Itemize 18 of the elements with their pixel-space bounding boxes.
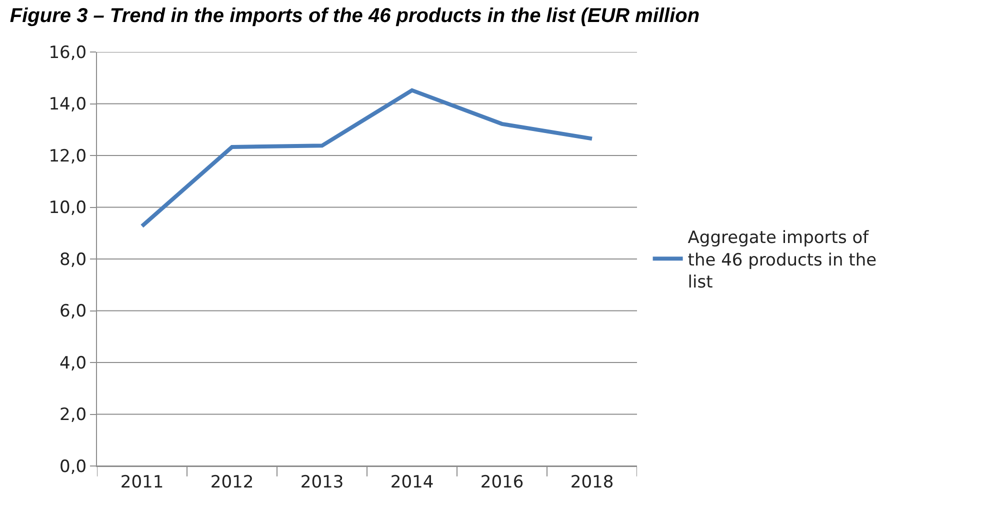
x-tick-label: 2016 bbox=[480, 472, 524, 492]
y-tick-label: 12,0 bbox=[48, 146, 87, 166]
y-tick-label: 2,0 bbox=[60, 405, 87, 426]
y-tick-label: 10,0 bbox=[48, 198, 87, 218]
legend-label: Aggregate imports of the 46 products in the list bbox=[688, 228, 877, 292]
line-series bbox=[140, 88, 594, 228]
y-tick-label: 14,0 bbox=[48, 94, 87, 115]
x-tick-label: 2012 bbox=[210, 472, 254, 492]
y-tick-label: 0,0 bbox=[60, 456, 87, 477]
y-tick-label: 4,0 bbox=[60, 353, 87, 374]
x-tick-label: 2014 bbox=[390, 472, 434, 492]
y-tick-label: 6,0 bbox=[60, 302, 87, 322]
x-tick-label: 2011 bbox=[120, 472, 164, 492]
y-tick-label: 8,0 bbox=[60, 250, 87, 270]
chart-title: Figure 3 – Trend in the imports of the 46 products in the list (EUR million bbox=[10, 4, 700, 27]
x-tick-label: 2018 bbox=[570, 472, 614, 492]
x-tick-label: 2013 bbox=[300, 472, 344, 492]
y-tick-label: 16,0 bbox=[48, 42, 87, 63]
